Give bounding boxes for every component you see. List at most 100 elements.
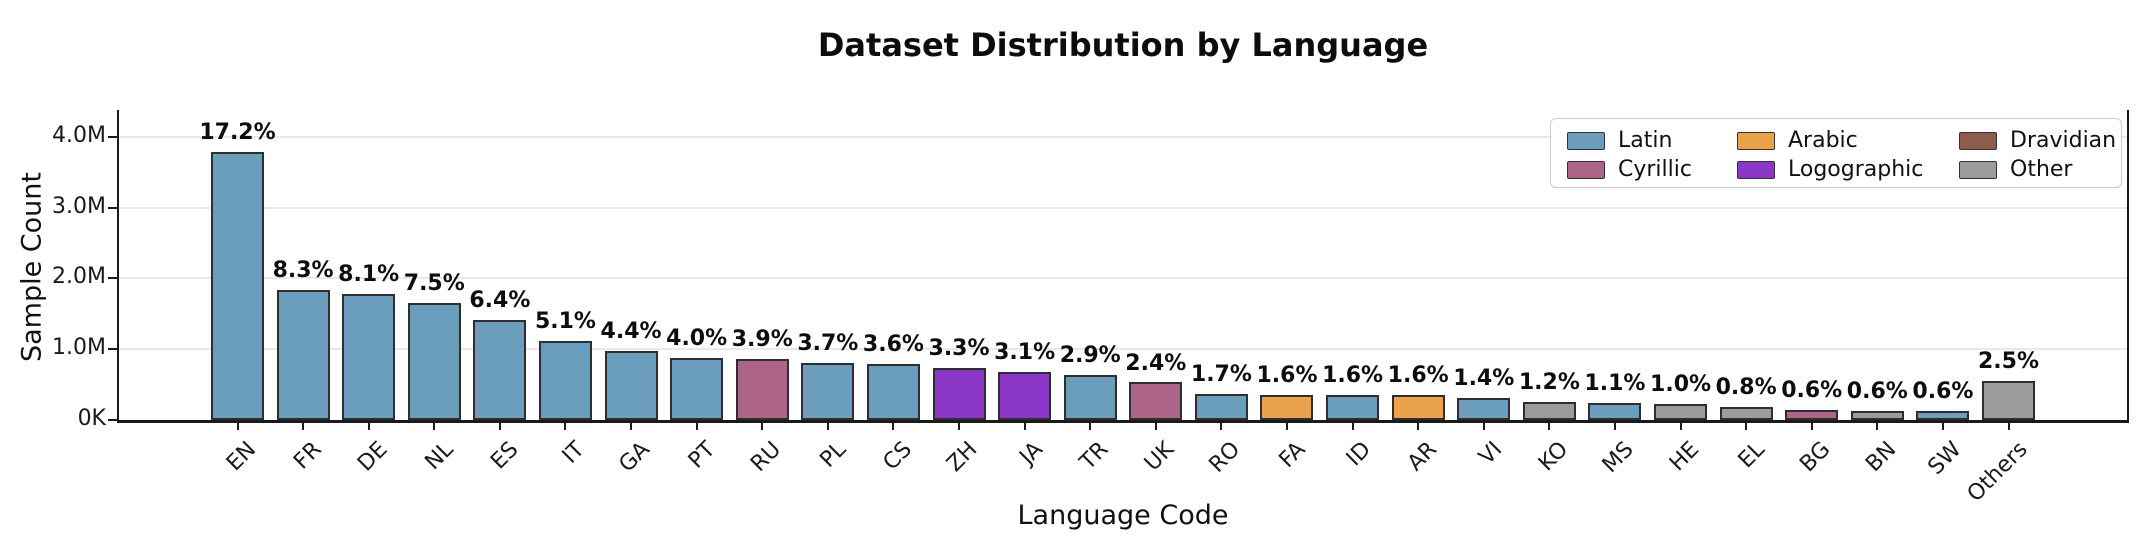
bar-he bbox=[1654, 404, 1708, 420]
x-tick-label-bg: BG bbox=[1795, 437, 1836, 478]
bar-ms bbox=[1588, 403, 1642, 420]
bar-ro bbox=[1194, 393, 1248, 420]
percent-label-he: 1.0% bbox=[1650, 372, 1712, 398]
x-tick-label-ga: GA bbox=[614, 437, 655, 478]
x-tick-label-uk: UK bbox=[1140, 437, 1180, 477]
y-tick-mark-2.0M bbox=[108, 277, 117, 280]
cyrillic-swatch-icon bbox=[1567, 160, 1605, 179]
bar-de bbox=[342, 294, 396, 420]
x-tick-mark-tr bbox=[1089, 422, 1092, 430]
bar-bn bbox=[1850, 410, 1904, 420]
x-tick-mark-es bbox=[498, 422, 501, 430]
x-tick-mark-nl bbox=[433, 422, 436, 430]
bar-pl bbox=[801, 362, 855, 420]
percent-label-fa: 1.6% bbox=[1256, 362, 1318, 388]
x-tick-mark-bg bbox=[1810, 422, 1813, 430]
x-tick-label-de: DE bbox=[352, 437, 393, 477]
x-tick-mark-cs bbox=[892, 422, 895, 430]
x-tick-mark-fr bbox=[302, 422, 305, 430]
x-tick-label-others: Others bbox=[1962, 437, 2033, 507]
y-tick-mark-0K bbox=[108, 419, 117, 421]
x-tick-mark-vi bbox=[1482, 422, 1485, 430]
x-tick-mark-uk bbox=[1154, 422, 1157, 430]
legend-item-other: Other bbox=[1959, 157, 2072, 182]
x-tick-label-pl: PL bbox=[815, 437, 852, 473]
y-tick-mark-4.0M bbox=[108, 135, 117, 138]
bar-bg bbox=[1785, 410, 1839, 420]
x-tick-label-tr: TR bbox=[1075, 437, 1114, 475]
x-tick-label-pt: PT bbox=[683, 437, 721, 474]
percent-label-es: 6.4% bbox=[469, 288, 531, 314]
bar-others bbox=[1982, 381, 2035, 420]
percent-label-cs: 3.6% bbox=[862, 332, 924, 358]
x-tick-mark-ja bbox=[1023, 422, 1026, 430]
percent-label-ko: 1.2% bbox=[1518, 369, 1580, 395]
percent-label-ga: 4.4% bbox=[600, 319, 662, 345]
y-tick-mark-3.0M bbox=[108, 206, 117, 209]
legend-item-dravidian: Dravidian bbox=[1959, 128, 2116, 153]
y-tick-label-2.0M: 2.0M bbox=[52, 264, 106, 290]
legend-label-arabic: Arabic bbox=[1788, 128, 1858, 153]
x-tick-mark-zh bbox=[958, 422, 961, 430]
bar-es bbox=[473, 320, 527, 420]
percent-label-zh: 3.3% bbox=[928, 336, 990, 362]
percent-label-pt: 4.0% bbox=[666, 325, 728, 351]
bar-uk bbox=[1129, 382, 1183, 420]
x-tick-mark-it bbox=[564, 422, 567, 430]
plot-area: 17.2% EN 8.3% FR 8.1% DE 7.5% NL 6.4% ES 5.1% IT 4.4… bbox=[52, 110, 2129, 507]
legend-label-other: Other bbox=[2010, 157, 2073, 182]
percent-label-ms: 1.1% bbox=[1584, 371, 1646, 397]
bar-nl bbox=[407, 303, 461, 420]
left-axis-spine bbox=[117, 110, 119, 420]
x-tick-mark-bn bbox=[1876, 422, 1879, 430]
x-tick-label-el: EL bbox=[1733, 437, 1770, 474]
bar-el bbox=[1719, 407, 1773, 420]
percent-label-fr: 8.3% bbox=[272, 258, 334, 284]
right-axis-spine bbox=[2127, 110, 2129, 420]
y-tick-label-4.0M: 4.0M bbox=[52, 122, 106, 148]
x-tick-mark-ro bbox=[1220, 422, 1223, 430]
x-tick-label-ms: MS bbox=[1597, 437, 1639, 478]
x-tick-mark-el bbox=[1745, 422, 1748, 430]
x-tick-label-nl: NL bbox=[419, 437, 458, 475]
percent-label-sw: 0.6% bbox=[1912, 378, 1974, 404]
x-tick-mark-id bbox=[1351, 422, 1354, 430]
x-axis-label: Language Code bbox=[1017, 500, 1229, 531]
bar-fa bbox=[1260, 394, 1314, 420]
bar-pt bbox=[670, 357, 724, 420]
x-tick-label-vi: VI bbox=[1474, 437, 1508, 470]
legend-item-arabic: Arabic bbox=[1737, 128, 1858, 153]
percent-label-el: 0.8% bbox=[1715, 375, 1777, 401]
percent-label-ja: 3.1% bbox=[994, 339, 1056, 365]
x-tick-label-ru: RU bbox=[746, 437, 786, 477]
bar-id bbox=[1326, 395, 1380, 420]
x-tick-label-ar: AR bbox=[1402, 437, 1442, 477]
percent-label-id: 1.6% bbox=[1322, 363, 1384, 389]
percent-label-vi: 1.4% bbox=[1453, 366, 1515, 392]
x-tick-label-fr: FR bbox=[289, 437, 327, 475]
bar-ja bbox=[998, 371, 1052, 420]
legend-item-latin: Latin bbox=[1567, 128, 1672, 153]
gridline-4.0M bbox=[119, 135, 2127, 138]
x-tick-label-cs: CS bbox=[878, 437, 918, 476]
percent-label-others: 2.5% bbox=[1977, 349, 2040, 375]
bar-en bbox=[211, 152, 264, 420]
percent-label-de: 8.1% bbox=[338, 262, 400, 288]
bar-fr bbox=[276, 290, 330, 420]
x-tick-mark-de bbox=[367, 422, 370, 430]
percent-label-uk: 2.4% bbox=[1125, 350, 1187, 376]
x-tick-label-zh: ZH bbox=[942, 437, 983, 478]
y-tick-label-1.0M: 1.0M bbox=[52, 335, 106, 361]
percent-label-ru: 3.9% bbox=[731, 327, 793, 353]
x-tick-mark-ms bbox=[1613, 422, 1616, 430]
x-tick-label-bn: BN bbox=[1861, 437, 1902, 477]
legend-label-dravidian: Dravidian bbox=[2010, 128, 2117, 153]
percent-label-bn: 0.6% bbox=[1846, 378, 1908, 404]
y-tick-label-3.0M: 3.0M bbox=[52, 193, 106, 219]
percent-label-tr: 2.9% bbox=[1059, 342, 1121, 368]
legend-label-logographic: Logographic bbox=[1788, 157, 1924, 182]
x-tick-mark-pt bbox=[695, 422, 698, 430]
bar-vi bbox=[1457, 398, 1511, 420]
bar-tr bbox=[1063, 374, 1117, 420]
bar-sw bbox=[1916, 410, 1970, 420]
